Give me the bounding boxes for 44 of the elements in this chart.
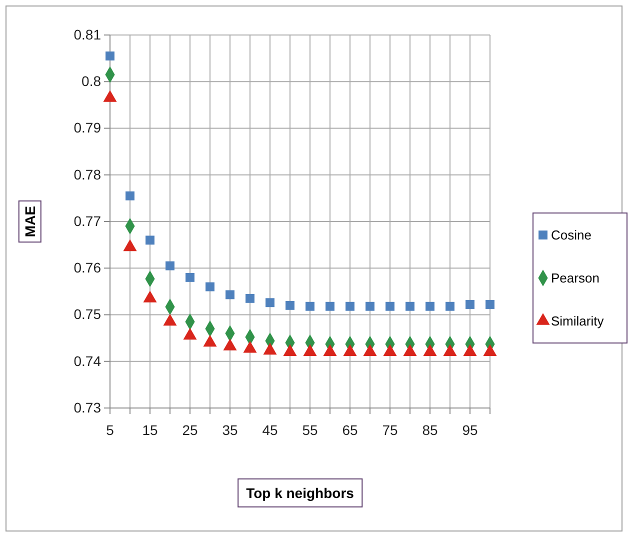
x-tick-label: 55 — [302, 422, 318, 438]
point — [166, 261, 174, 270]
point — [226, 290, 234, 300]
point — [246, 294, 254, 303]
point — [106, 52, 114, 60]
point — [126, 191, 134, 200]
y-tick-label: 0.81 — [74, 26, 102, 42]
point — [486, 300, 494, 309]
point — [426, 302, 434, 311]
y-tick-label: 0.75 — [74, 306, 102, 322]
x-tick-label: 35 — [222, 422, 238, 438]
y-tick-label: 0.79 — [74, 120, 102, 136]
x-tick-label: 5 — [106, 422, 114, 438]
point — [186, 272, 194, 282]
y-tick-label: 0.73 — [74, 399, 102, 416]
point — [466, 300, 474, 309]
y-tick-label: 0.8 — [82, 73, 102, 90]
y-axis-title: MAE — [22, 206, 38, 238]
point — [306, 302, 314, 311]
point — [286, 300, 294, 310]
point — [206, 282, 214, 292]
point — [406, 302, 414, 311]
legend-label: Cosine — [551, 228, 592, 243]
x-tick-label: 85 — [422, 422, 438, 438]
x-tick-label: 75 — [382, 422, 398, 438]
x-tick-label: 25 — [182, 422, 198, 438]
point — [386, 302, 394, 311]
y-tick-label: 0.78 — [74, 166, 102, 182]
point — [366, 302, 374, 311]
y-tick-label: 0.74 — [74, 352, 102, 369]
y-tick-label: 0.77 — [74, 212, 102, 229]
point — [326, 302, 334, 311]
point — [446, 302, 454, 311]
x-tick-label: 95 — [462, 422, 478, 438]
point — [346, 302, 354, 311]
y-tick-label: 0.76 — [74, 260, 102, 276]
x-tick-label: 65 — [342, 422, 358, 438]
x-axis-title: Top k neighbors — [246, 484, 354, 501]
x-tick-label: 45 — [262, 422, 278, 438]
x-tick-label: 15 — [142, 422, 158, 438]
point — [266, 298, 274, 308]
legend-label: Similarity — [551, 314, 604, 329]
point — [146, 236, 154, 245]
legend-label: Pearson — [551, 270, 600, 286]
